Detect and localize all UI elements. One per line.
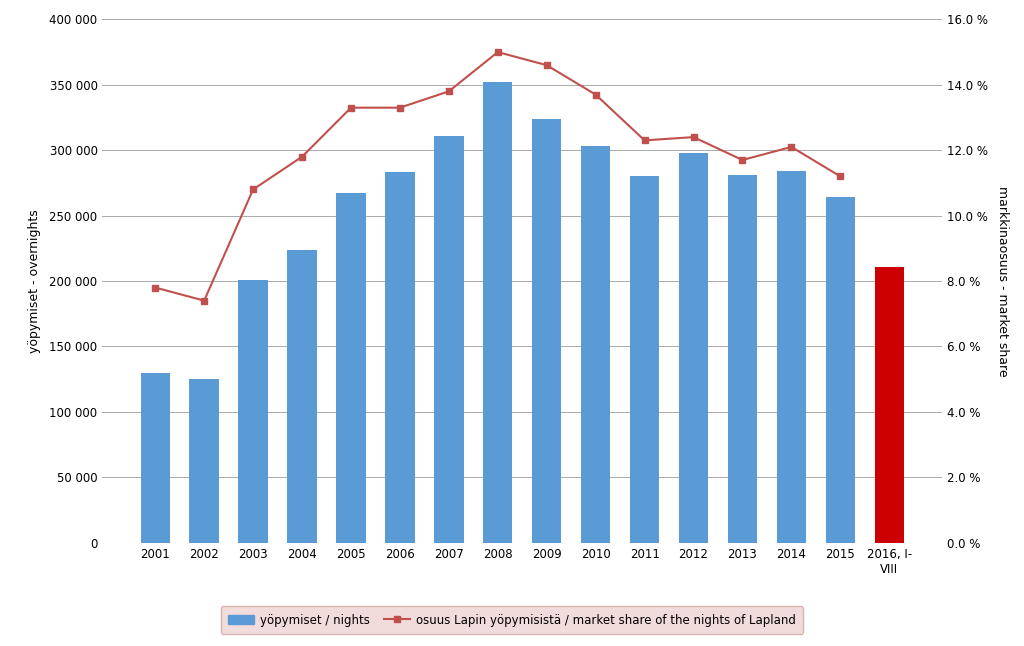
Legend: yöpymiset / nights, osuus Lapin yöpymisistä / market share of the nights of Lapl: yöpymiset / nights, osuus Lapin yöpymisi… (221, 607, 803, 634)
Bar (336, 193, 366, 543)
Bar (874, 267, 904, 543)
Bar (239, 280, 268, 543)
Bar (679, 153, 709, 543)
Bar (140, 373, 170, 543)
Y-axis label: markkinaosuus - market share: markkinaosuus - market share (995, 185, 1009, 377)
Bar (483, 82, 512, 543)
Bar (630, 176, 659, 543)
Bar (288, 249, 316, 543)
Bar (728, 175, 757, 543)
Bar (825, 197, 855, 543)
Bar (189, 379, 219, 543)
Y-axis label: yöpymiset - overnights: yöpymiset - overnights (28, 209, 41, 353)
Bar (434, 136, 464, 543)
Bar (532, 119, 561, 543)
Bar (385, 172, 415, 543)
Bar (581, 146, 610, 543)
Bar (776, 171, 806, 543)
